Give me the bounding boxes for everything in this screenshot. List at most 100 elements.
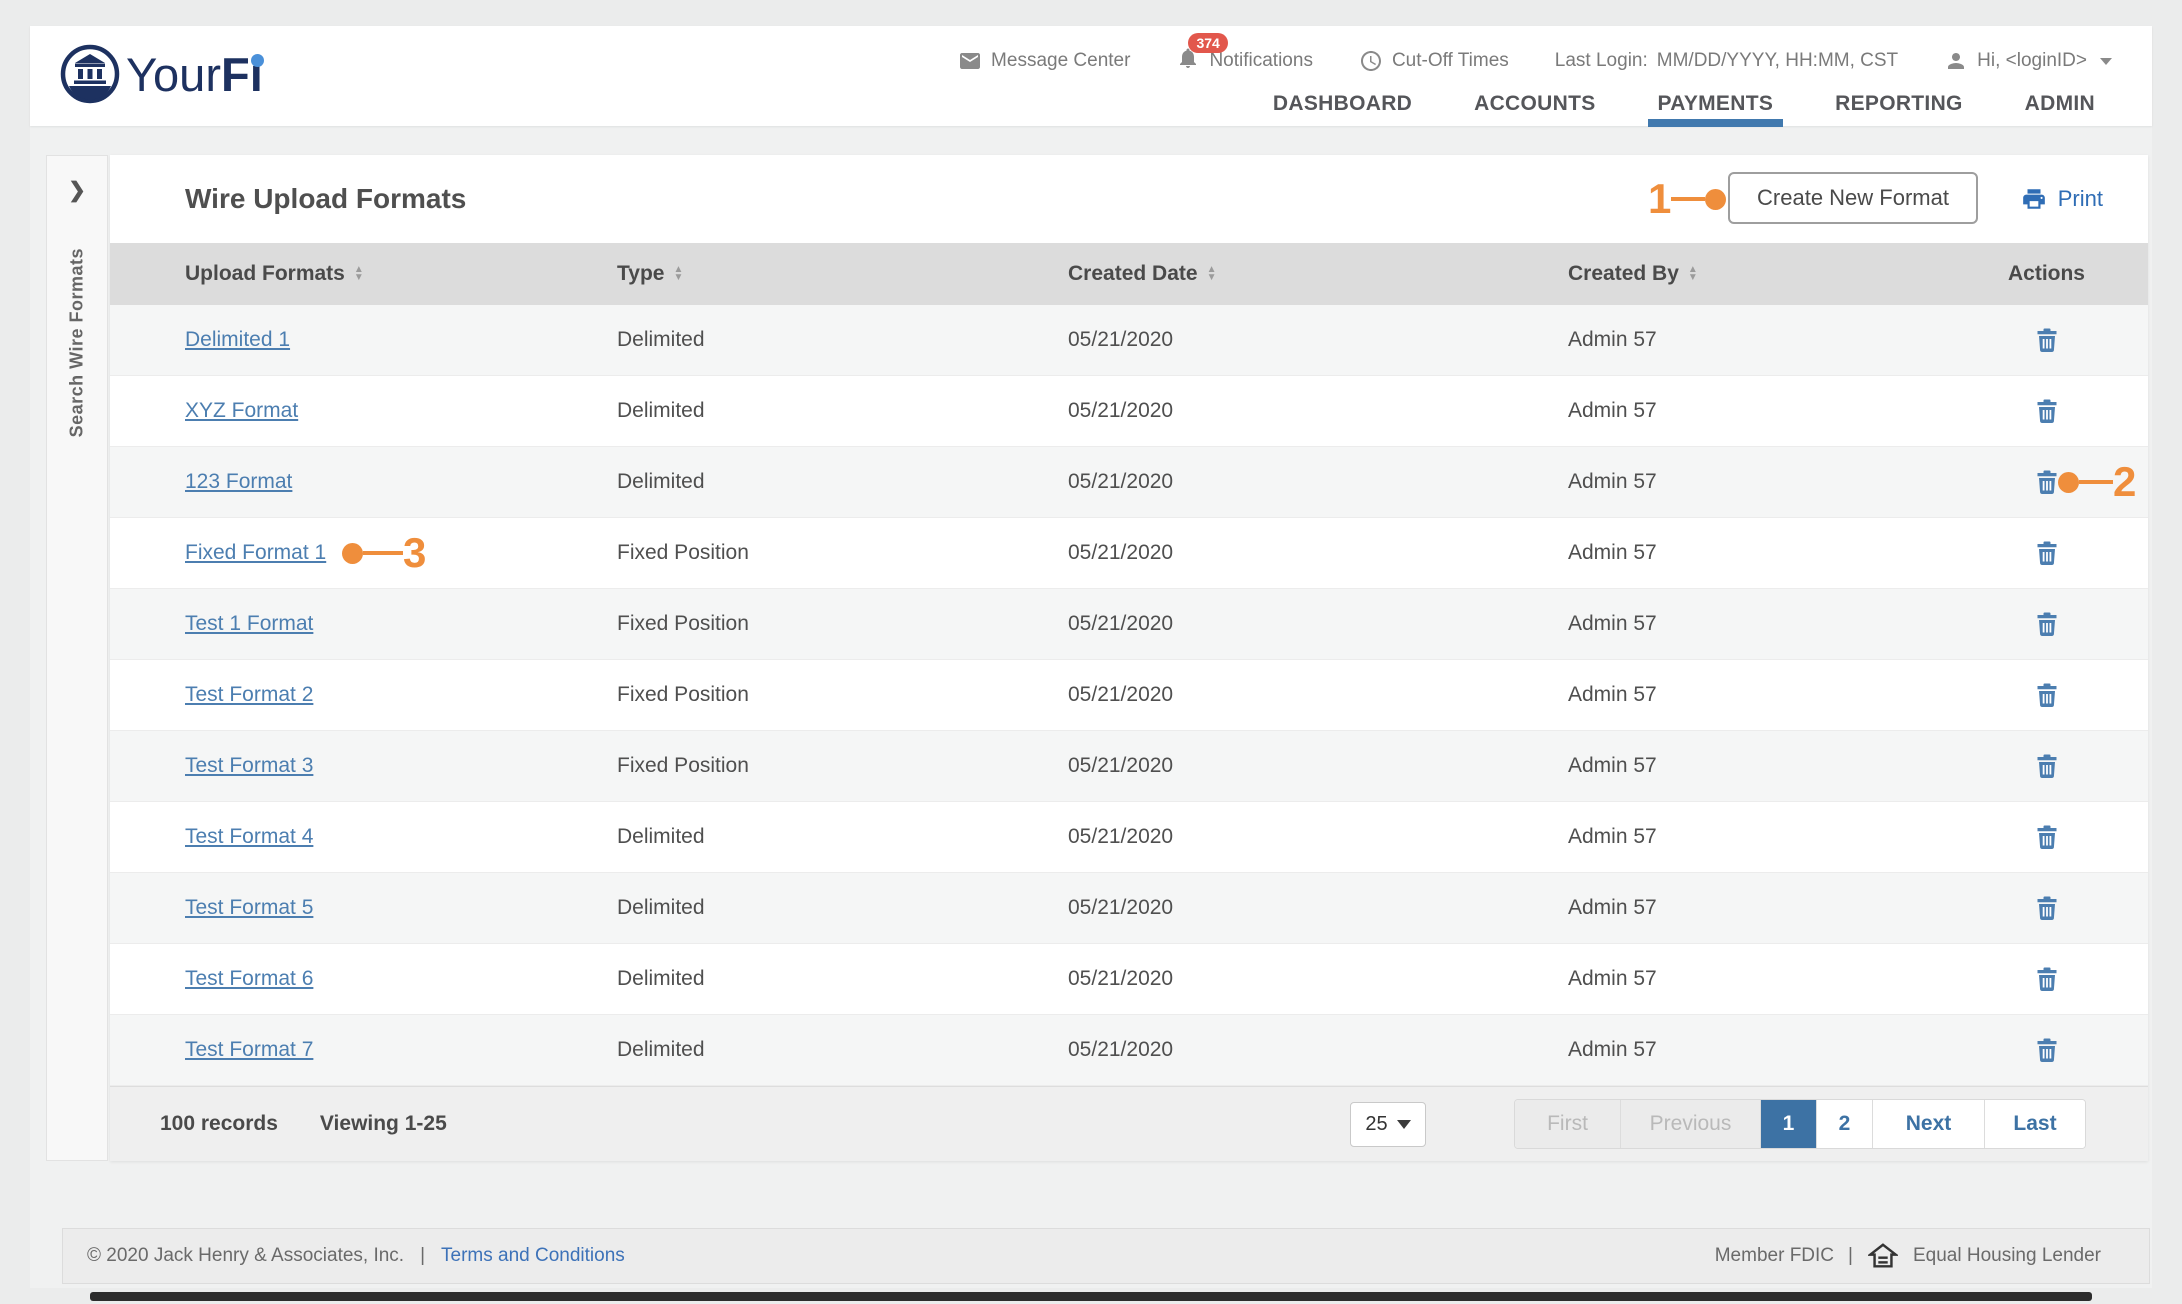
created-date: 05/21/2020 — [1068, 612, 1174, 635]
card-header: Wire Upload Formats 1 Create New Format … — [110, 155, 2148, 243]
last-page-button[interactable]: Last — [1985, 1100, 2085, 1148]
sort-icon: ▲ ▼ — [353, 264, 364, 283]
cutoff-times-label: Cut-Off Times — [1391, 50, 1509, 71]
brand-text-bold: F — [220, 47, 250, 101]
equal-housing-lender-icon — [1867, 1241, 1899, 1271]
created-date: 05/21/2020 — [1068, 754, 1174, 777]
created-by: Admin 57 — [1568, 541, 1657, 564]
page-1-button[interactable]: 1 — [1761, 1100, 1817, 1148]
table-row: Test Format 3 Fixed Position 05/21/2020 … — [110, 731, 2148, 802]
wire-upload-formats-card: Wire Upload Formats 1 Create New Format … — [110, 155, 2148, 1161]
format-link[interactable]: Test Format 7 — [185, 1038, 314, 1061]
brand-text-regular: Your — [126, 47, 221, 101]
tab-reporting[interactable]: REPORTING — [1835, 92, 1963, 115]
main-nav: DASHBOARD ACCOUNTS PAYMENTS REPORTING AD… — [1272, 92, 2095, 127]
delete-icon[interactable] — [2035, 966, 2059, 992]
table-row: Fixed Format 1 Fixed Position 05/21/2020… — [110, 518, 2148, 589]
previous-page-button[interactable]: Previous — [1621, 1100, 1761, 1148]
terms-and-conditions-link[interactable]: Terms and Conditions — [441, 1245, 625, 1266]
sort-icon: ▲ ▼ — [1687, 264, 1698, 283]
person-icon — [1944, 49, 1968, 73]
format-type: Delimited — [617, 1038, 705, 1061]
column-header-type[interactable]: Type ▲ ▼ — [617, 262, 684, 285]
format-link[interactable]: Test Format 4 — [185, 825, 314, 848]
table-footer: 100 records Viewing 1-25 25 First Previo… — [110, 1086, 2148, 1161]
tab-dashboard[interactable]: DASHBOARD — [1272, 92, 1413, 115]
bell-icon: 374 — [1176, 33, 1228, 76]
message-center-link[interactable]: Message Center — [958, 49, 1130, 73]
annotation-marker-3: 3 — [342, 532, 426, 574]
format-link[interactable]: 123 Format — [185, 470, 293, 493]
last-login-label: Last Login: — [1554, 50, 1648, 71]
delete-icon[interactable] — [2035, 398, 2059, 424]
format-link[interactable]: Test 1 Format — [185, 612, 314, 635]
column-header-upload-formats[interactable]: Upload Formats ▲ ▼ — [185, 262, 364, 285]
column-header-created-by[interactable]: Created By ▲ ▼ — [1568, 262, 1698, 285]
format-link[interactable]: Test Format 2 — [185, 683, 314, 706]
delete-icon[interactable] — [2035, 1037, 2059, 1063]
created-date: 05/21/2020 — [1068, 399, 1174, 422]
format-link[interactable]: XYZ Format — [185, 399, 299, 422]
format-link[interactable]: Test Format 3 — [185, 754, 314, 777]
delete-icon[interactable] — [2035, 611, 2059, 637]
created-by: Admin 57 — [1568, 683, 1657, 706]
delete-icon[interactable] — [2035, 682, 2059, 708]
format-link[interactable]: Test Format 6 — [185, 967, 314, 990]
delete-icon[interactable] — [2035, 824, 2059, 850]
page-title: Wire Upload Formats — [185, 183, 467, 214]
delete-icon[interactable] — [2035, 540, 2059, 566]
created-by: Admin 57 — [1568, 612, 1657, 635]
page-2-button[interactable]: 2 — [1817, 1100, 1873, 1148]
created-date: 05/21/2020 — [1068, 825, 1174, 848]
format-type: Delimited — [617, 896, 705, 919]
tab-accounts[interactable]: ACCOUNTS — [1474, 92, 1596, 115]
sort-icon: ▲ ▼ — [673, 264, 684, 283]
printer-icon — [2020, 186, 2048, 212]
format-type: Delimited — [617, 328, 705, 351]
column-header-created-date[interactable]: Created Date ▲ ▼ — [1068, 262, 1217, 285]
annotation-marker-2: 2 — [2058, 461, 2136, 503]
table-row: Test 1 Format Fixed Position 05/21/2020 … — [110, 589, 2148, 660]
format-type: Delimited — [617, 825, 705, 848]
created-by: Admin 57 — [1568, 967, 1657, 990]
last-login: Last Login: MM/DD/YYYY, HH:MM, CST — [1555, 50, 1898, 72]
annotation-marker-1: 1 — [1648, 178, 1727, 220]
delete-icon[interactable] — [2035, 753, 2059, 779]
next-page-button[interactable]: Next — [1873, 1100, 1985, 1148]
notifications-badge: 374 — [1188, 33, 1228, 53]
page-size-select[interactable]: 25 — [1350, 1102, 1426, 1147]
created-by: Admin 57 — [1568, 328, 1657, 351]
delete-icon[interactable] — [2035, 895, 2059, 921]
tab-payments[interactable]: PAYMENTS — [1647, 93, 1784, 127]
created-date: 05/21/2020 — [1068, 328, 1174, 351]
delete-icon[interactable] — [2035, 327, 2059, 353]
sort-icon: ▲ ▼ — [1206, 264, 1217, 283]
format-link[interactable]: Delimited 1 — [185, 328, 291, 351]
delete-icon[interactable] — [2035, 469, 2059, 495]
search-panel-label: Search Wire Formats — [66, 248, 87, 438]
equal-housing-text: Equal Housing Lender — [1912, 1245, 2101, 1266]
created-date: 05/21/2020 — [1068, 967, 1174, 990]
copyright-text: © 2020 Jack Henry & Associates, Inc. — [87, 1245, 405, 1266]
format-type: Fixed Position — [617, 541, 749, 564]
cutoff-times-link[interactable]: Cut-Off Times — [1359, 49, 1509, 73]
table-body: Delimited 1 Delimited 05/21/2020 Admin 5… — [110, 305, 2148, 1086]
format-link[interactable]: Test Format 5 — [185, 896, 314, 919]
table-row: Test Format 5 Delimited 05/21/2020 Admin… — [110, 873, 2148, 944]
created-by: Admin 57 — [1568, 1038, 1657, 1061]
print-link[interactable]: Print — [2020, 186, 2103, 212]
create-new-format-button[interactable]: Create New Format — [1728, 172, 1978, 224]
tab-admin[interactable]: ADMIN — [2024, 92, 2095, 115]
expand-panel-chevron-icon[interactable]: ❯ — [68, 179, 86, 202]
first-page-button[interactable]: First — [1515, 1100, 1621, 1148]
format-link[interactable]: Fixed Format 1 — [185, 541, 327, 564]
created-date: 05/21/2020 — [1068, 541, 1174, 564]
page-footer: © 2020 Jack Henry & Associates, Inc. | T… — [62, 1228, 2150, 1284]
created-by: Admin 57 — [1568, 896, 1657, 919]
format-type: Delimited — [617, 967, 705, 990]
notifications-link[interactable]: 374 Notifications — [1176, 33, 1313, 76]
format-type: Fixed Position — [617, 612, 749, 635]
table-row: Test Format 4 Delimited 05/21/2020 Admin… — [110, 802, 2148, 873]
user-menu[interactable]: Hi, <loginID> — [1944, 49, 2112, 73]
